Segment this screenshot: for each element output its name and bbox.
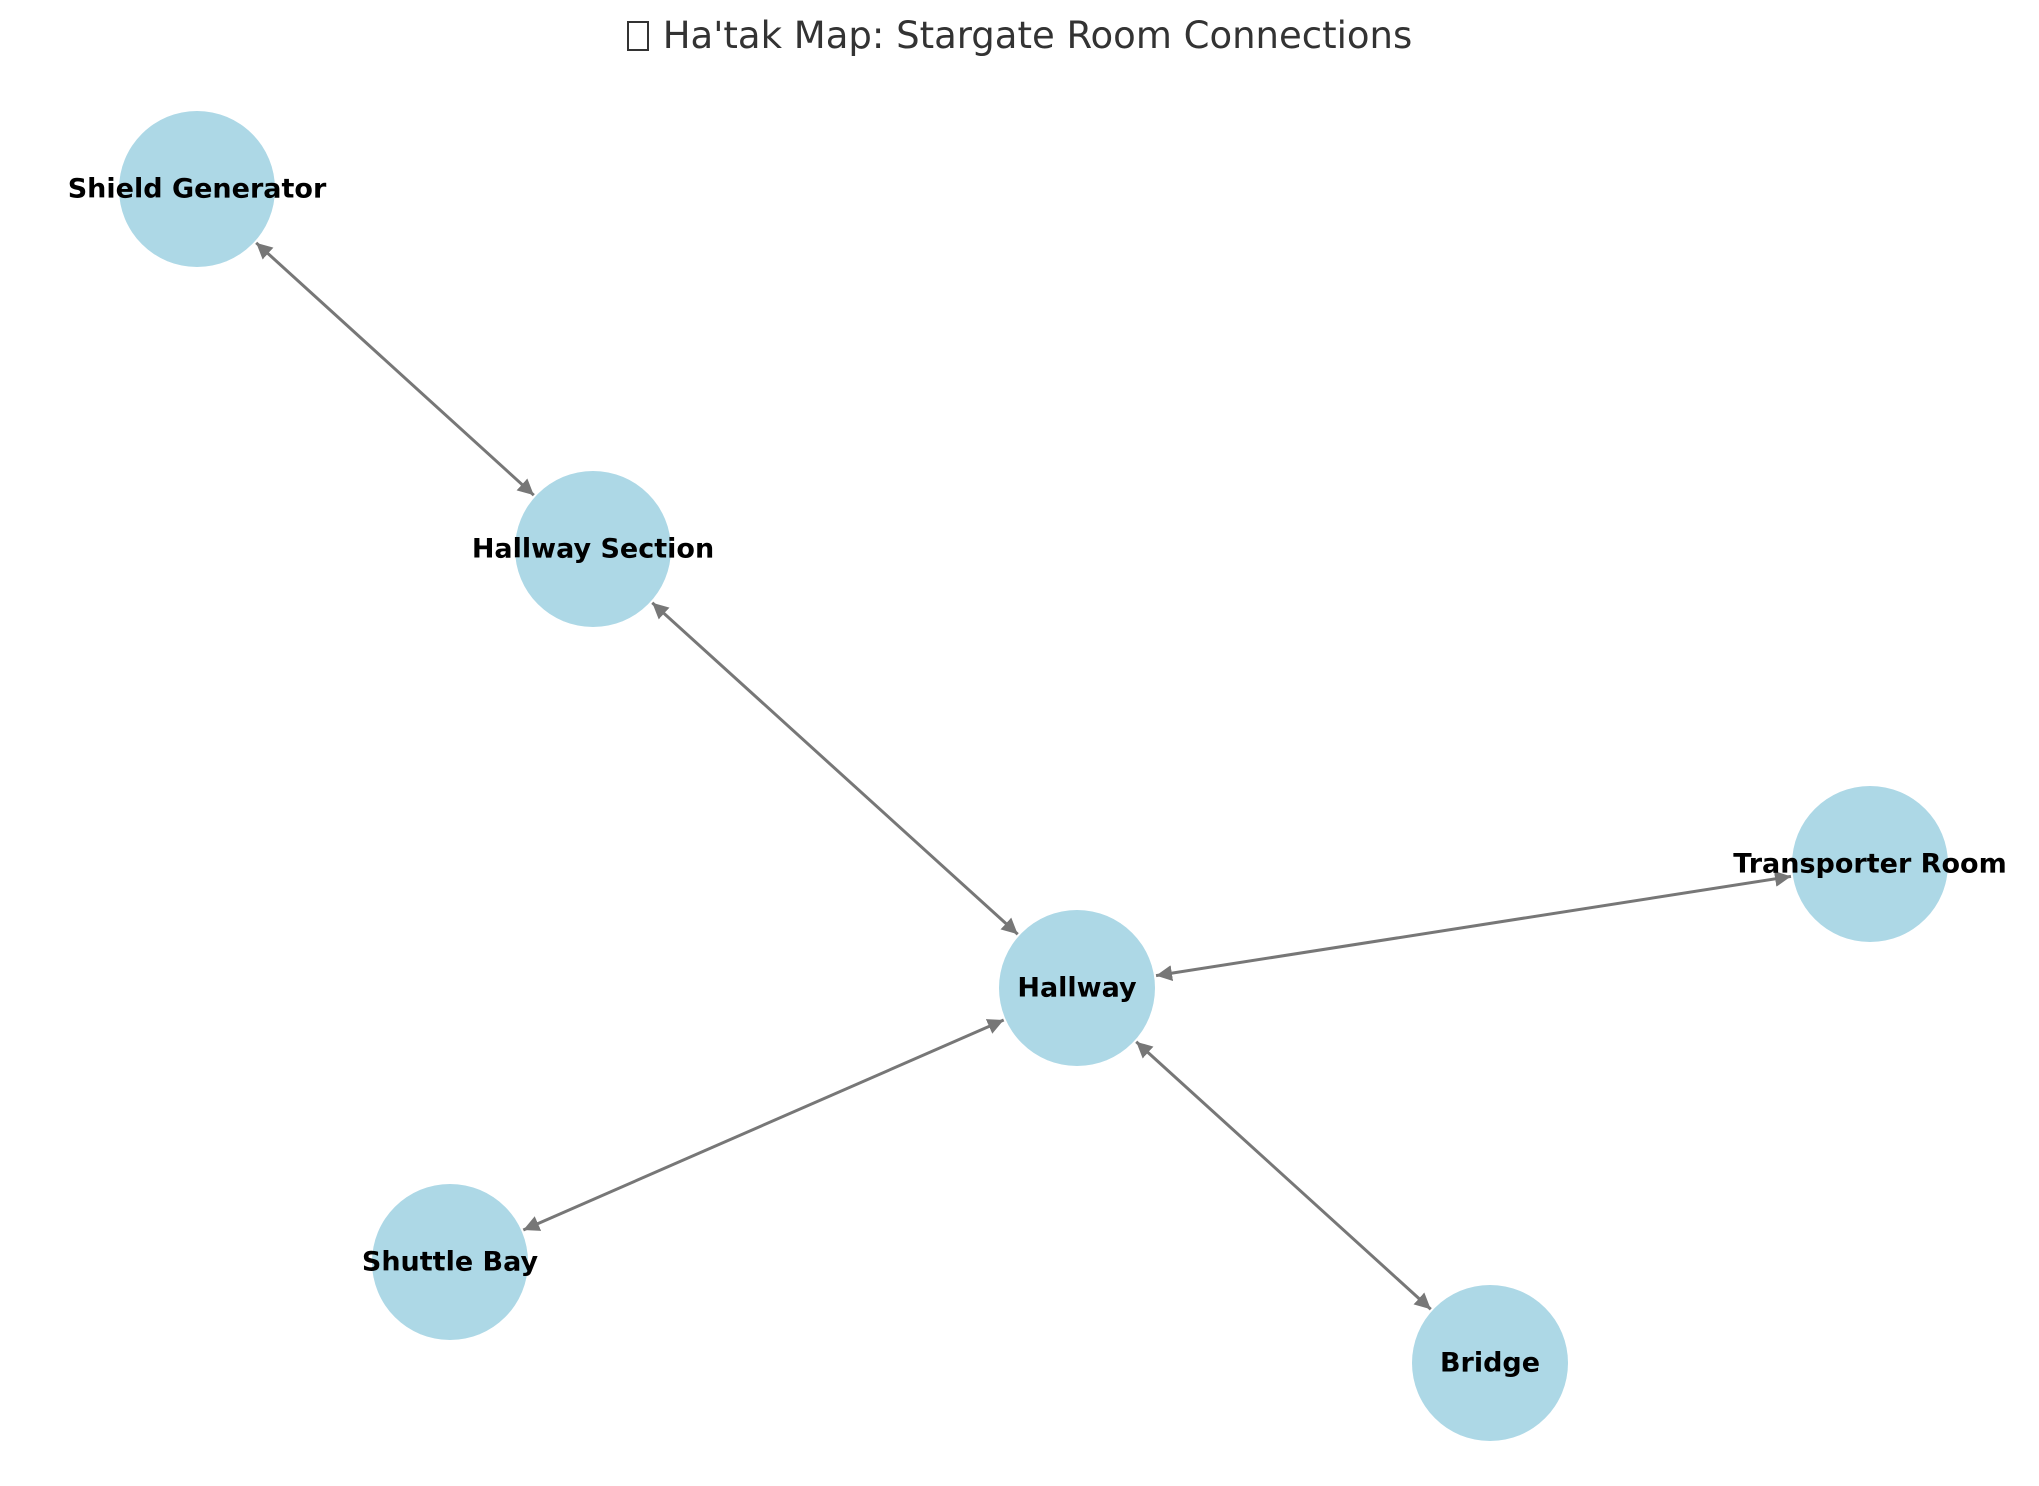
node-shield-generator: Shield Generator xyxy=(68,111,327,267)
nodes-layer: Shield Generator Hallway Section Hallway Tr… xyxy=(68,111,2007,1441)
edge-hallway-to-transporter-room xyxy=(1156,876,1791,975)
node-label-shuttle-bay: Shuttle Bay xyxy=(362,1247,539,1278)
node-transporter-room: Transporter Room xyxy=(1733,786,2006,942)
edge-hallway-to-shuttle-bay xyxy=(523,1020,1003,1230)
node-label-bridge: Bridge xyxy=(1440,1348,1540,1379)
node-label-transporter-room: Transporter Room xyxy=(1733,849,2006,880)
edge-shield-generator-to-hallway-section xyxy=(256,243,534,495)
node-bridge: Bridge xyxy=(1412,1285,1568,1441)
edge-hallway-to-bridge xyxy=(1136,1042,1431,1309)
node-shuttle-bay: Shuttle Bay xyxy=(362,1184,539,1340)
edges-layer xyxy=(256,243,1791,1309)
edge-hallway-section-to-hallway xyxy=(652,603,1017,935)
node-hallway: Hallway xyxy=(999,910,1155,1066)
node-label-hallway: Hallway xyxy=(1017,973,1137,1004)
node-label-shield-generator: Shield Generator xyxy=(68,174,327,205)
node-hallway-section: Hallway Section xyxy=(472,471,714,627)
node-label-hallway-section: Hallway Section xyxy=(472,534,714,565)
